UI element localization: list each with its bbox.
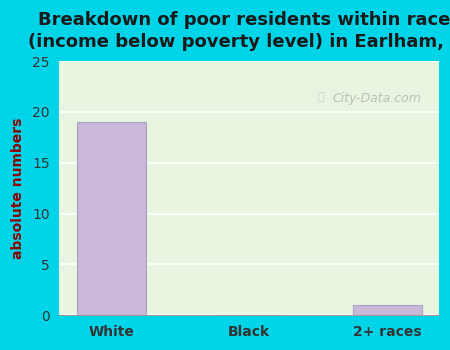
- Title: Breakdown of poor residents within races
(income below poverty level) in Earlham: Breakdown of poor residents within races…: [28, 11, 450, 51]
- Bar: [353, 305, 422, 315]
- Text: City-Data.com: City-Data.com: [333, 92, 422, 105]
- Bar: [76, 122, 146, 315]
- Y-axis label: absolute numbers: absolute numbers: [11, 118, 25, 259]
- Text: 🔍: 🔍: [317, 92, 324, 102]
